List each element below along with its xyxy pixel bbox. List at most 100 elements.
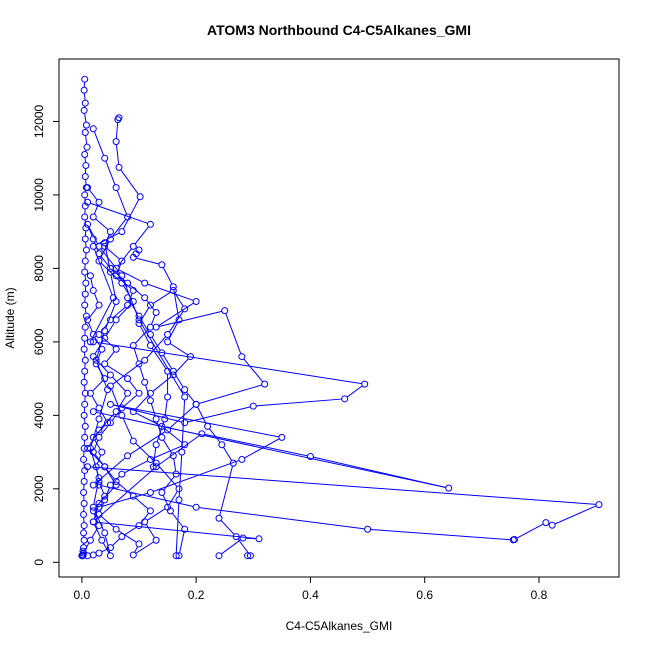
series-8	[84, 184, 154, 560]
series-segment	[134, 546, 139, 553]
series-segment	[93, 248, 113, 296]
series-segment	[85, 179, 87, 185]
data-point	[81, 173, 89, 181]
series-segment	[178, 455, 183, 497]
series-segment	[99, 484, 105, 494]
data-point	[215, 514, 223, 522]
series-segment	[120, 169, 139, 195]
series-segment	[117, 395, 127, 410]
data-point	[81, 257, 89, 265]
series-4	[89, 338, 369, 511]
series-segment	[105, 322, 115, 336]
data-point	[95, 433, 103, 441]
data-point	[136, 193, 144, 201]
series-segment	[83, 352, 86, 358]
data-point	[95, 250, 103, 258]
data-point	[84, 463, 92, 471]
series-segment	[151, 315, 156, 325]
series-segment	[174, 292, 184, 307]
data-point	[81, 99, 89, 107]
data-point	[129, 297, 137, 305]
data-point	[82, 279, 90, 287]
data-point	[152, 308, 160, 316]
data-point	[181, 305, 189, 313]
data-point	[141, 294, 149, 302]
series-segment	[84, 308, 87, 314]
data-point	[161, 415, 169, 423]
series-segment	[173, 289, 179, 317]
series-segment	[163, 476, 175, 491]
data-point	[86, 444, 94, 452]
series-segment	[169, 343, 189, 356]
series-segment	[95, 468, 155, 521]
series-segment	[129, 284, 143, 297]
x-tick-label: 0.2	[188, 588, 205, 602]
series-segment	[223, 447, 233, 461]
series-segment	[168, 491, 178, 505]
series-segment	[117, 303, 132, 318]
data-point	[141, 378, 149, 386]
y-tick-label: 8000	[32, 255, 46, 282]
series-segment	[100, 262, 121, 282]
data-point	[80, 511, 88, 519]
data-point	[341, 395, 349, 403]
data-point	[215, 552, 223, 560]
data-point	[141, 279, 149, 287]
series-segment	[123, 394, 138, 407]
series-segment	[118, 530, 137, 543]
data-point	[95, 477, 103, 485]
series-segment	[135, 442, 155, 462]
data-point	[548, 521, 556, 529]
series-segment	[105, 469, 115, 483]
data-point	[146, 397, 154, 405]
series-segment	[90, 451, 99, 476]
data-point	[175, 316, 183, 324]
series-segment	[115, 144, 120, 165]
data-point	[81, 191, 89, 199]
series-segment	[145, 385, 151, 398]
series-segment	[110, 274, 117, 299]
series-segment	[152, 376, 172, 392]
series-segment	[93, 480, 99, 505]
series-segment	[157, 465, 178, 487]
series-segment	[209, 428, 221, 443]
series-segment	[346, 385, 363, 398]
data-point	[146, 331, 154, 339]
series-segment	[123, 285, 133, 300]
data-point	[95, 426, 103, 434]
series-segment	[94, 509, 104, 531]
data-point	[81, 334, 89, 342]
data-point	[106, 544, 114, 552]
data-point	[115, 163, 123, 171]
data-point	[89, 125, 97, 133]
data-point	[95, 242, 103, 250]
data-point	[81, 268, 89, 276]
data-point	[146, 301, 154, 309]
data-point	[106, 400, 114, 408]
data-point	[106, 419, 114, 427]
series-segment	[116, 190, 127, 215]
data-point	[112, 408, 120, 416]
data-point	[84, 220, 92, 228]
series-segment	[370, 528, 511, 541]
series-segment	[118, 269, 143, 283]
x-tick-label: 0.6	[416, 588, 433, 602]
data-point	[81, 290, 89, 298]
series-segment	[100, 255, 109, 267]
data-point	[175, 552, 183, 560]
data-point	[89, 338, 97, 346]
data-point	[104, 419, 112, 427]
series-segment	[93, 293, 99, 303]
series-segment	[135, 412, 160, 426]
series-segment	[174, 358, 189, 374]
series-segment	[105, 160, 116, 185]
series-segment	[175, 502, 180, 553]
series-segment	[122, 417, 133, 439]
data-point	[83, 143, 91, 151]
series-segment	[104, 535, 111, 553]
series-segment	[111, 219, 127, 237]
series-segment	[146, 299, 155, 311]
data-point	[192, 297, 200, 305]
data-point	[129, 437, 137, 445]
data-point	[135, 316, 143, 324]
